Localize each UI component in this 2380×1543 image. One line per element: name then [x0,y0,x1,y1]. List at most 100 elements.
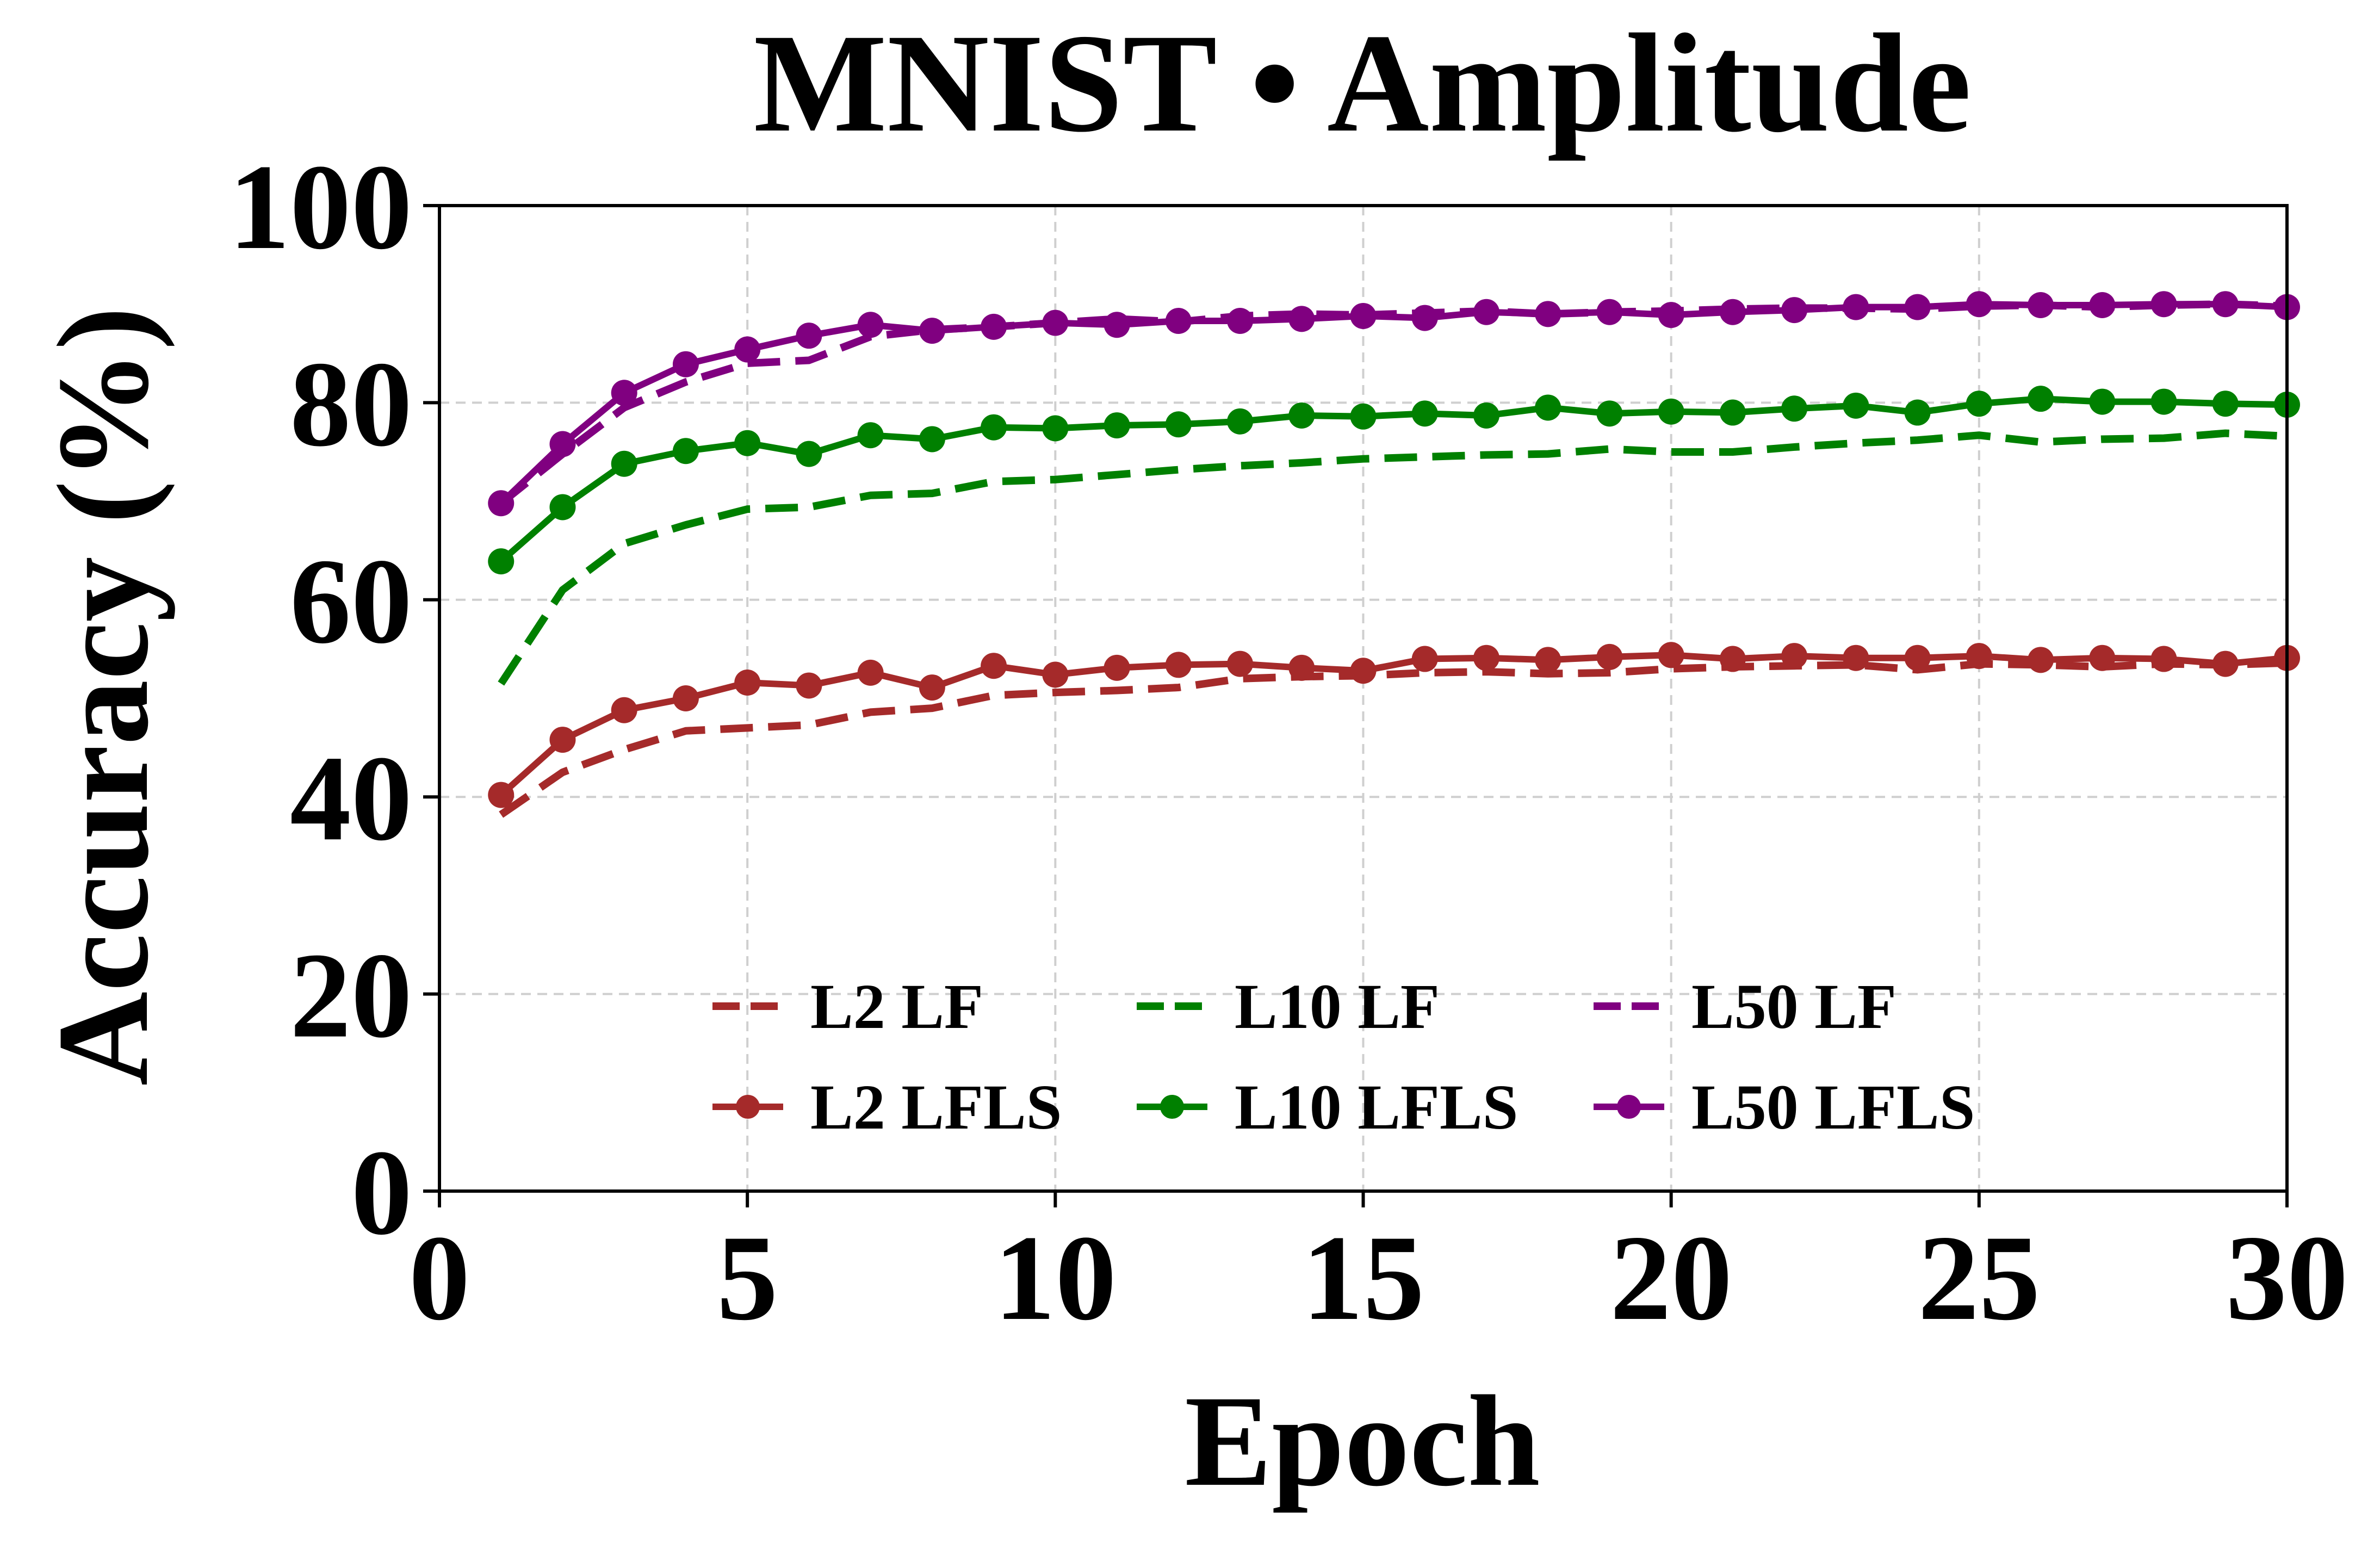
series-line-l10-lfls [499,395,2288,564]
data-point-l2-lfls [1904,645,1931,671]
data-point-l2-lfls [1966,643,1992,670]
x-tick-label: 25 [1918,1210,2040,1346]
data-point-l50-lfls [1781,297,1808,324]
y-tick-label: 100 [229,139,413,275]
data-point-l50-lfls [672,351,699,377]
data-point-l50-lfls [1288,306,1315,332]
data-point-l2-lfls [1473,645,1499,671]
data-point-l10-lfls [1042,415,1069,442]
data-point-l10-lfls [1781,395,1808,422]
ticks: 0 5 10 15 20 25 30 0 20 40 60 80 100 [229,139,2348,1346]
chart-title: MNIST • Amplitude [754,5,1972,162]
data-point-l10-lfls [981,414,1007,441]
data-point-l50-lfls [1719,299,1746,325]
data-point-l10-lfls [734,430,761,456]
data-point-l50-lfls [796,323,822,349]
y-axis-label: Accuracy (%) [30,307,175,1086]
data-point-l10-lfls [1843,392,1869,419]
data-point-l50-lfls [1658,302,1684,329]
data-point-l50-lfls [1227,308,1254,334]
data-point-l2-lfls [2212,650,2239,677]
data-point-l2-lfls [672,685,699,711]
data-point-l50-lfls [549,431,576,457]
data-point-l2-lfls [1165,652,1192,678]
y-tick-label: 60 [290,533,412,669]
x-tick-label: 20 [1610,1210,1732,1346]
legend-label-l50-lfls: L50 LFLS [1691,1071,1975,1143]
data-point-l50-lfls [1535,301,1561,327]
data-point-l2-lfls [1288,654,1315,681]
data-point-l10-lfls [1288,402,1315,429]
legend-label-l2-lf: L2 LF [810,971,983,1042]
data-point-l10-lfls [672,438,699,464]
legend-marker-l10-lfls [1160,1095,1184,1119]
data-point-l2-lfls [1719,646,1746,672]
data-point-l50-lfls [734,336,761,363]
data-point-l50-lfls [1596,299,1623,325]
data-point-l2-lfls [488,782,515,808]
data-point-l2-lfls [734,670,761,696]
x-tick-label: 5 [717,1210,778,1346]
data-point-l50-lfls [1165,308,1192,334]
data-point-l10-lfls [549,494,576,520]
data-point-l10-lfls [611,450,637,477]
data-point-l2-lfls [919,674,945,701]
y-tick-label: 80 [290,336,412,472]
data-point-l2-lfls [1350,658,1377,684]
x-tick-label: 10 [994,1210,1117,1346]
legend-label-l10-lfls: L10 LFLS [1235,1071,1518,1143]
data-point-l10-lfls [1227,408,1254,435]
data-point-l2-lfls [1227,650,1254,677]
data-point-l10-lfls [2150,388,2177,415]
data-point-l50-lfls [2089,292,2116,319]
data-point-l2-lfls [1843,645,1869,671]
data-point-l50-lfls [1843,294,1869,320]
x-axis-label: Epoch [1185,1368,1540,1513]
data-point-l2-lfls [1535,647,1561,673]
data-point-l2-lfls [796,672,822,699]
data-point-l50-lfls [611,380,637,406]
data-point-l2-lfls [1042,661,1069,688]
y-tick-label: 40 [290,730,412,866]
data-point-l10-lfls [796,441,822,467]
x-tick-label: 30 [2226,1210,2348,1346]
legend-label-l10-lf: L10 LF [1235,971,1440,1042]
data-point-l50-lfls [2150,291,2177,318]
data-point-l10-lfls [1719,399,1746,426]
data-point-l10-lfls [1658,398,1684,425]
data-point-l10-lfls [1904,399,1931,426]
series-layer [488,291,2300,818]
data-point-l2-lfls [611,697,637,723]
data-point-l10-lfls [1165,411,1192,438]
data-point-l10-lfls [2028,386,2054,412]
data-point-l10-lfls [857,422,884,449]
data-point-l10-lfls [1596,400,1623,427]
data-point-l50-lfls [1904,294,1931,320]
data-point-l50-lfls [1104,312,1130,338]
data-point-l50-lfls [919,318,945,344]
data-point-l50-lfls [1042,309,1069,336]
data-point-l2-lfls [2089,645,2116,671]
data-point-l50-lfls [857,312,884,338]
data-point-l10-lfls [1104,412,1130,439]
data-point-l2-lfls [857,659,884,686]
data-point-l50-lfls [1411,305,1438,331]
data-point-l10-lfls [2212,391,2239,417]
legend-label-l2-lfls: L2 LFLS [810,1071,1062,1143]
grid [438,205,2288,1192]
x-tick-label: 0 [409,1210,470,1346]
data-point-l10-lfls [1966,391,1992,417]
data-point-l10-lfls [2089,388,2116,415]
data-point-l2-lfls [981,653,1007,679]
data-point-l50-lfls [1473,299,1499,325]
legend-marker-l2-lfls [736,1095,760,1119]
data-point-l2-lfls [1596,643,1623,670]
data-point-l2-lfls [1781,643,1808,670]
data-point-l50-lfls [488,490,515,517]
legend: L2 LF L10 LF L50 LF L2 LFLS L10 LFLS L50 LFLS [712,971,1975,1143]
data-point-l50-lfls [2028,292,2054,319]
data-point-l50-lfls [1966,291,1992,318]
data-point-l10-lfls [1473,402,1499,429]
